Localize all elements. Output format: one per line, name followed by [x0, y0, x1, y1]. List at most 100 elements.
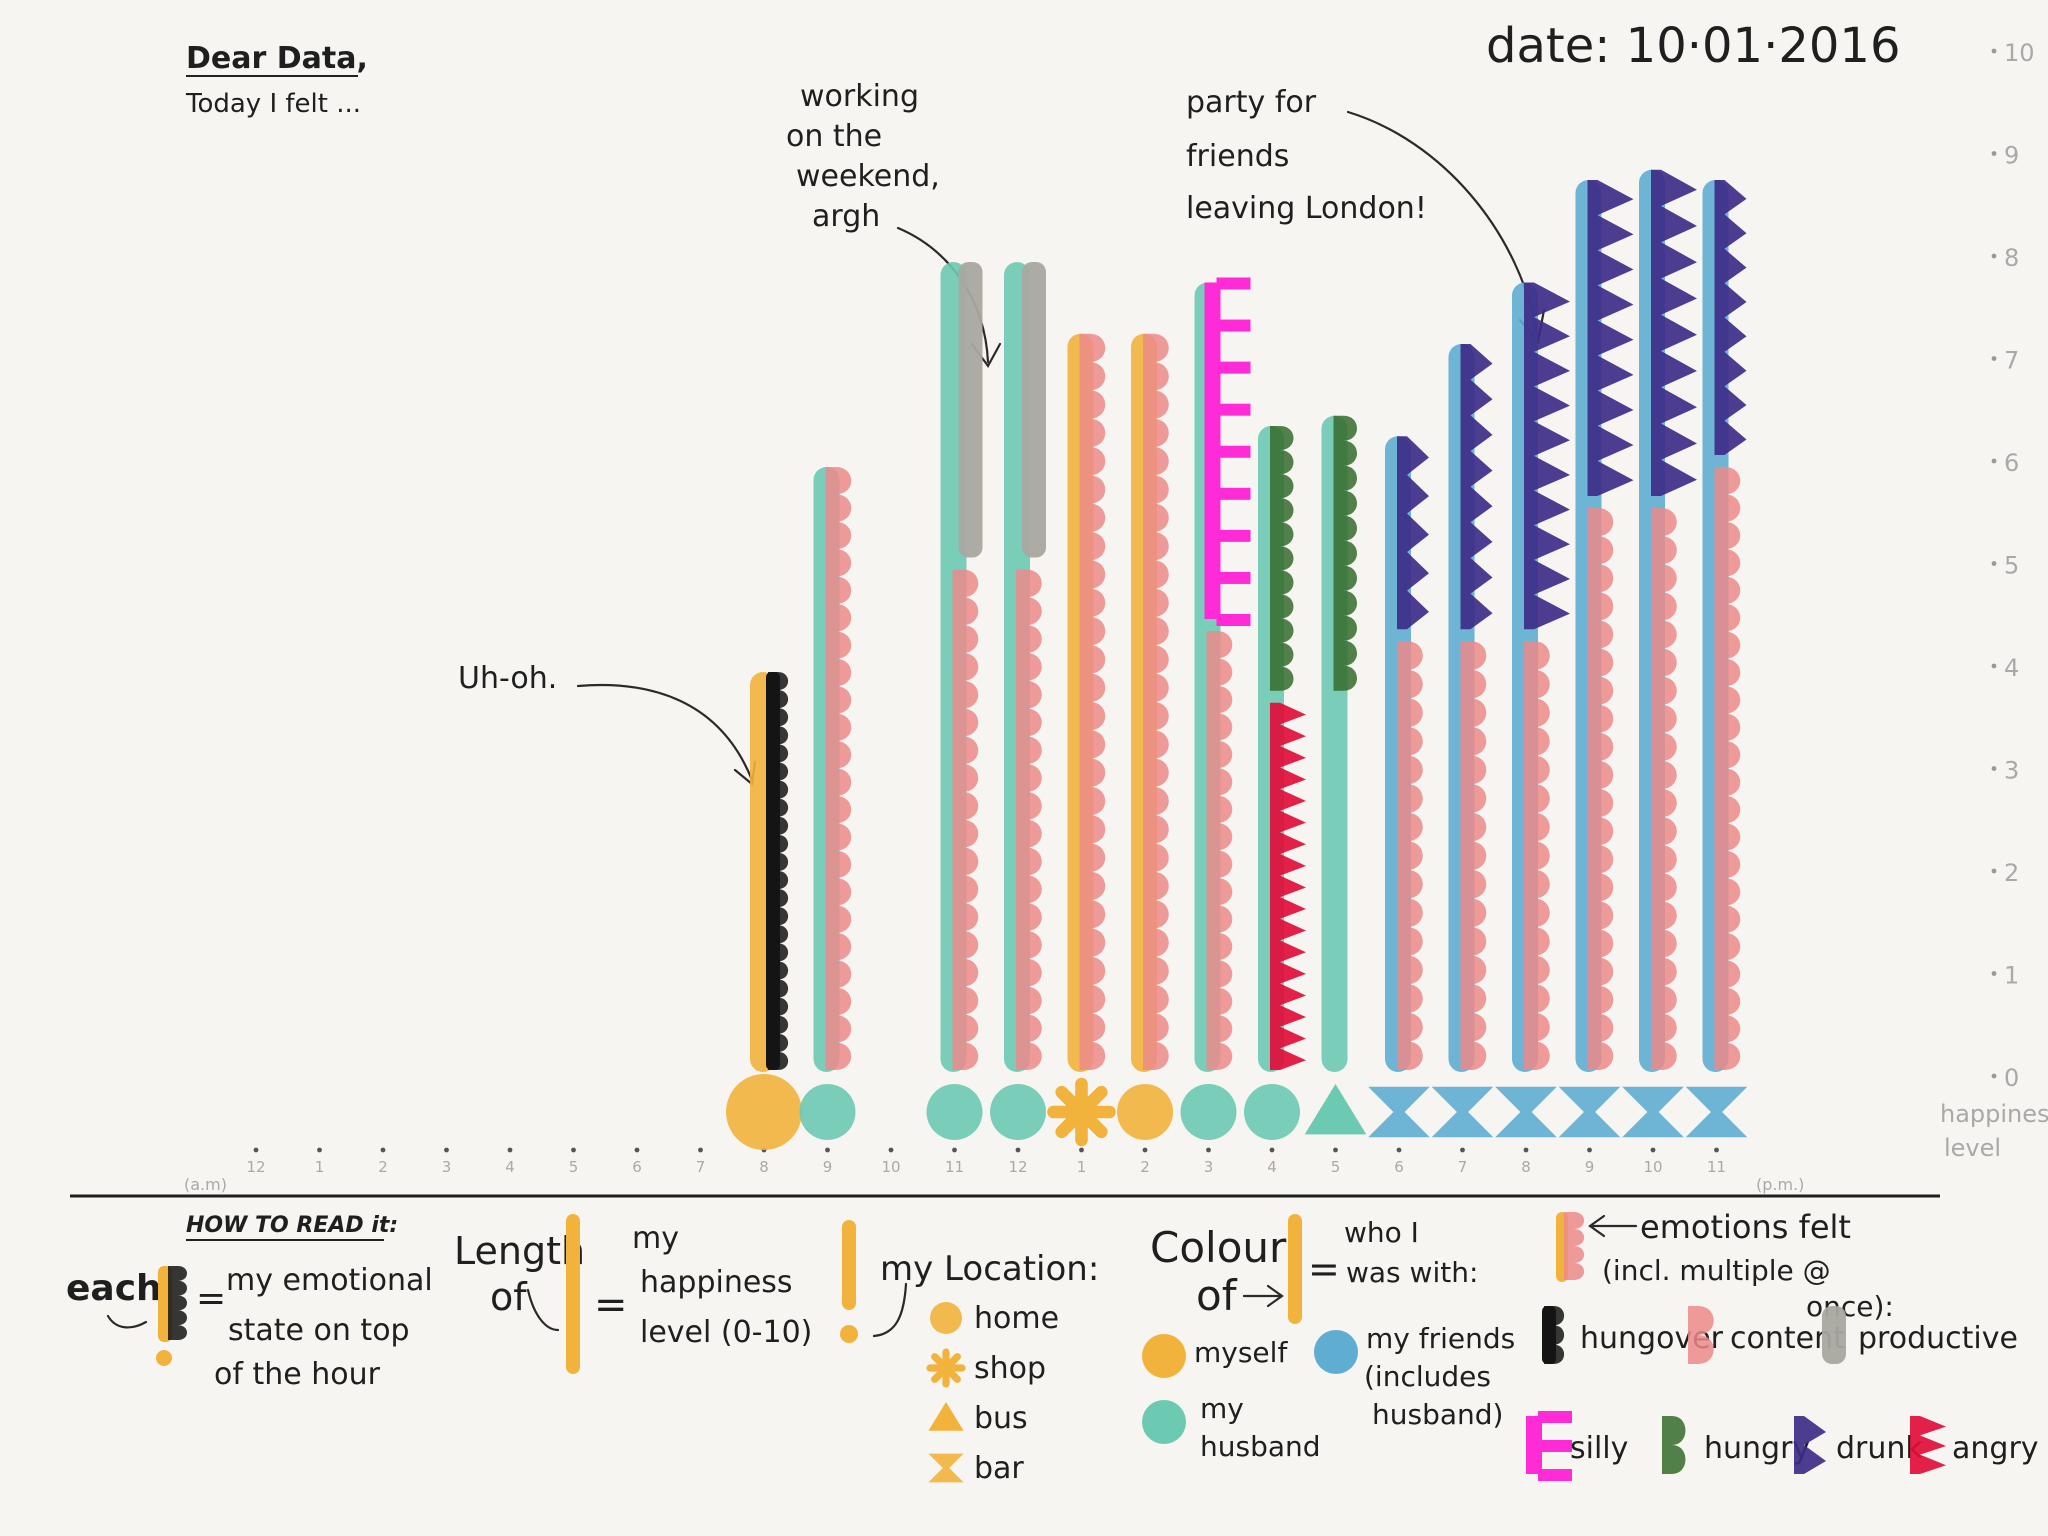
- hour-16-emotion-hungry: [1270, 426, 1294, 691]
- x-tick-label-21: 9: [1585, 1158, 1595, 1176]
- x-tick-label-8: 8: [759, 1158, 769, 1176]
- hour-bar-8: [750, 672, 789, 1072]
- x-tick-dot-22: [1650, 1147, 1656, 1153]
- hour-bar-12: [1004, 262, 1046, 1072]
- x-tick-label-6: 6: [632, 1158, 642, 1176]
- hour-9-emotion-content: [825, 467, 852, 1070]
- hour-bar-19: [1448, 344, 1493, 1072]
- hour-bar-16: [1258, 426, 1306, 1072]
- y-tick-dot-5: [1991, 561, 1997, 566]
- x-tick-label-19: 7: [1458, 1158, 1468, 1176]
- legend-each-desc-3: of the hour: [214, 1357, 381, 1392]
- location-marker-hour-13-ray-3: [1055, 1085, 1108, 1139]
- hour-19-emotion-drunk: [1460, 344, 1493, 630]
- hour-16-emotion-angry: [1270, 702, 1306, 1070]
- x-tick-dot-15: [1206, 1147, 1211, 1153]
- legend-location-icon-home: [930, 1302, 962, 1334]
- legend-each-icon: [156, 1266, 187, 1366]
- x-tick-label-4: 4: [505, 1158, 515, 1176]
- location-marker-hour-13: [1047, 1077, 1116, 1147]
- hour-21-emotion-content: [1587, 508, 1614, 1070]
- legend-emotion-hungry: [1662, 1416, 1686, 1474]
- legend-who-label-1-0: my: [1200, 1392, 1244, 1425]
- legend-location-arrow: [872, 1282, 908, 1338]
- legend-colour-word-2: of: [1196, 1271, 1238, 1320]
- y-tick-dot-9: [1991, 151, 1997, 156]
- legend-emotion-silly: silly: [1526, 1411, 1628, 1481]
- legend-emotion-hungry: hungry: [1662, 1416, 1810, 1474]
- x-tick-label-12: 12: [1008, 1158, 1027, 1176]
- y-caption-2: level: [1944, 1134, 2001, 1162]
- legend-location-icon-bus: [928, 1402, 964, 1431]
- legend-emotion-drunk: drunk: [1794, 1416, 1923, 1474]
- legend-location-label-bus: bus: [974, 1401, 1028, 1436]
- hour-12-emotion-content: [1016, 569, 1042, 1070]
- hour-22-emotion-content: [1651, 508, 1677, 1070]
- hour-15-emotion-silly-tooth-7: [1216, 571, 1251, 584]
- legend-each-arrow: [106, 1314, 148, 1329]
- x-tick-dot-9: [825, 1147, 830, 1153]
- x-tick-label-14: 2: [1140, 1158, 1150, 1176]
- legend-who-label-1-1: husband: [1200, 1430, 1321, 1463]
- x-tick-label-10: 10: [881, 1158, 900, 1176]
- annotation-uh-oh-arrow: [576, 683, 754, 782]
- hour-15-emotion-silly-tooth-0: [1216, 277, 1251, 290]
- annotation-working-line-3: weekend,: [796, 159, 940, 194]
- location-marker-hour-12: [990, 1084, 1046, 1140]
- hour-bar-15: [1194, 277, 1251, 1072]
- y-tick-dot-3: [1991, 766, 1997, 771]
- legend-length-word-1: Length: [454, 1229, 585, 1273]
- y-tick-label-5: 5: [2004, 552, 2019, 580]
- hour-15-emotion-silly-tooth-6: [1216, 529, 1251, 542]
- hour-bar-18: [1385, 436, 1429, 1072]
- legend-emotion-silly-tooth-1: [1538, 1440, 1572, 1452]
- legend-how-to-read: HOW TO READ it:: [186, 1213, 398, 1238]
- legend-length-desc-2: happiness: [640, 1265, 793, 1300]
- hour-23-emotion-drunk: [1714, 180, 1747, 455]
- legend-location-label-home: home: [974, 1301, 1059, 1336]
- x-tick-dot-5: [571, 1147, 576, 1153]
- legend-length-equals: =: [594, 1282, 628, 1328]
- y-tick-label-2: 2: [2004, 859, 2019, 887]
- location-marker-hour-9: [799, 1084, 856, 1140]
- y-axis: 0 1 2 3 4 5 6 7 8 9 10: [1991, 39, 2035, 1092]
- hour-11-emotion-productive: [958, 262, 983, 558]
- legend-each-desc-2: state on top: [228, 1313, 410, 1348]
- hour-21-emotion-drunk: [1587, 180, 1634, 496]
- x-tick-label-18: 6: [1394, 1158, 1404, 1176]
- legend-location-icon-shop-ray-3: [931, 1353, 961, 1383]
- y-tick-dot-8: [1991, 253, 1997, 259]
- location-marker-hour-14: [1117, 1084, 1173, 1140]
- location-marker-hour-11: [926, 1084, 983, 1140]
- legend-emotion-drunk: [1794, 1416, 1826, 1474]
- hour-bar-14: [1131, 333, 1169, 1072]
- x-tick-label-13: 1: [1077, 1158, 1087, 1176]
- hour-23-emotion-content: [1714, 467, 1741, 1070]
- x-tick-label-17: 5: [1331, 1158, 1341, 1176]
- x-tick-label-0: 12: [246, 1158, 265, 1176]
- location-marker-hour-16: [1244, 1084, 1300, 1140]
- bars: [750, 169, 1747, 1072]
- subtitle: Today I felt ...: [185, 89, 361, 119]
- legend-emo-icon-edge: [1564, 1212, 1585, 1280]
- legend-each-dot: [156, 1350, 172, 1366]
- location-marker-hour-15: [1180, 1084, 1237, 1140]
- legend-emotion-label-angry: angry: [1952, 1431, 2039, 1466]
- location-marker-hour-20: [1495, 1086, 1557, 1138]
- date: date: 10·01·2016: [1486, 18, 1901, 74]
- location-marker-hour-23: [1685, 1086, 1748, 1138]
- hour-8-emotion-hungover-edge: [768, 672, 789, 1070]
- hour-15-emotion-silly-tooth-3: [1216, 403, 1251, 416]
- x-tick-label-22: 10: [1643, 1158, 1662, 1176]
- legend-colour-equals: =: [1308, 1247, 1340, 1291]
- legend-location-label-bar: bar: [974, 1451, 1024, 1486]
- location-marker-hour-17: [1304, 1084, 1367, 1135]
- legend-length-arrow: [526, 1288, 560, 1332]
- legend-length-bar: [566, 1214, 580, 1374]
- legend-emotion-content: [1688, 1306, 1714, 1364]
- legend-emotions-title-1: emotions felt: [1640, 1208, 1851, 1246]
- x-tick-dot-13: [1079, 1147, 1084, 1153]
- location-markers: [726, 1074, 1748, 1150]
